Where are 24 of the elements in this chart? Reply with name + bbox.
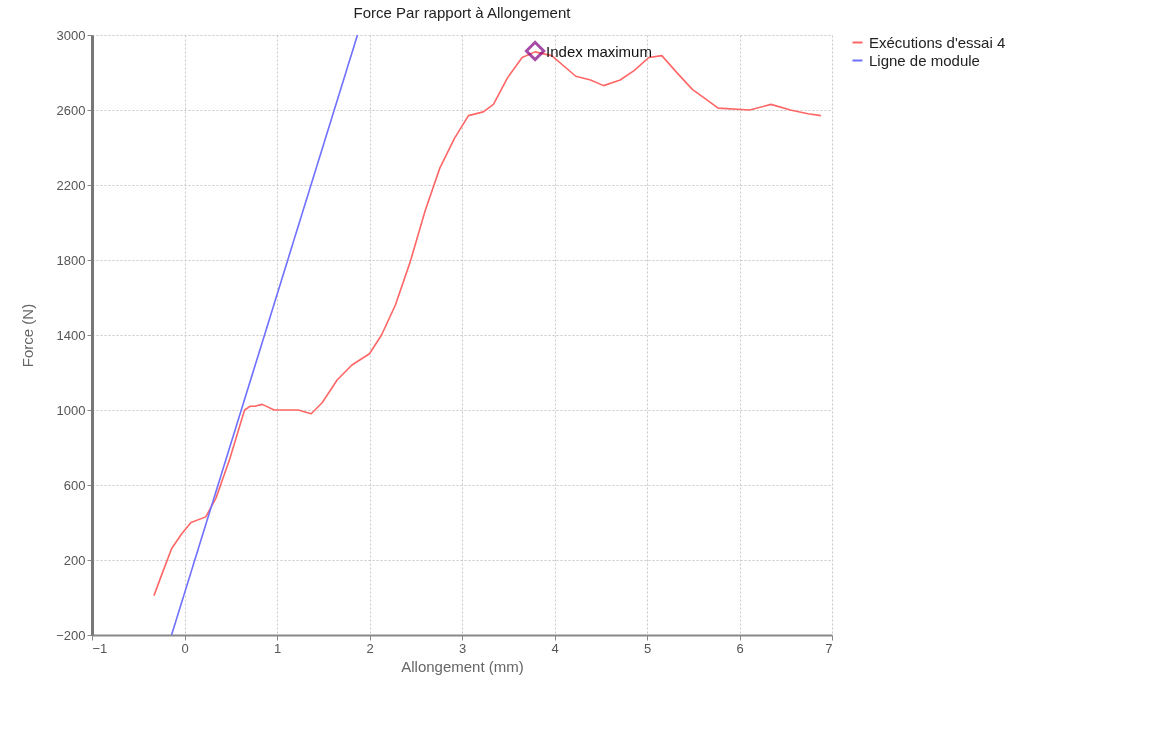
y-tick-label: 1400: [56, 327, 86, 343]
y-tick-label: −200: [56, 627, 86, 643]
legend-label: Ligne de module: [869, 51, 980, 69]
y-tick-label: 2600: [56, 102, 86, 118]
y-tick-label: 2200: [56, 177, 86, 193]
x-tick-label: 6: [736, 640, 744, 656]
x-tick-label: 2: [366, 640, 374, 656]
y-tick-label: 200: [63, 552, 86, 568]
x-axis-title: Allongement (mm): [401, 657, 524, 675]
y-tick-label: 1800: [56, 252, 86, 268]
x-tick-label: −1: [92, 640, 108, 656]
legend-label: Exécutions d'essai 4: [869, 33, 1006, 51]
y-axis-title: Force (N): [19, 303, 37, 368]
x-tick-label: 3: [458, 640, 467, 656]
y-tick-label: 3000: [56, 27, 86, 43]
chart-title: Force Par rapport à Allongement: [353, 4, 572, 21]
x-tick-label: 7: [825, 640, 833, 656]
x-tick-label: 1: [273, 640, 282, 656]
y-tick-label: 600: [63, 477, 86, 493]
y-tick-label: 1000: [56, 402, 86, 418]
x-tick-label: 0: [181, 640, 189, 656]
x-tick-label: 5: [643, 640, 652, 656]
x-tick-label: 4: [551, 640, 559, 656]
series-label: Index maximum: [546, 42, 652, 60]
